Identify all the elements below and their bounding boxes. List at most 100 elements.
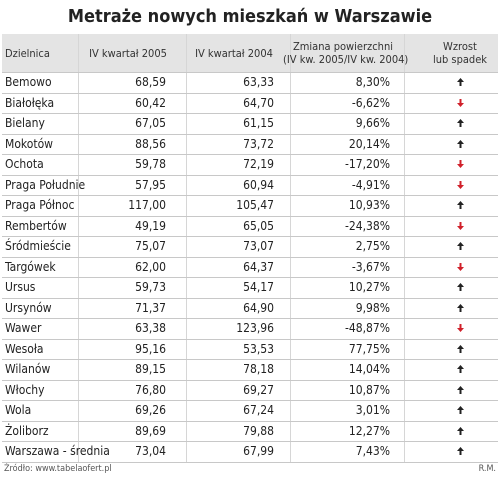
arrow-icon [456,365,464,374]
cell-value: 73,07 [243,239,274,253]
cell-value: 59,78 [135,157,166,171]
cell-value: 69,26 [135,403,166,417]
trend-arrow [425,216,495,237]
district: Rembertów [5,218,67,233]
arrow-icon [456,324,464,333]
trend-arrow [425,277,495,298]
column-header: (IV kw. 2005/IV kw. 2004) [283,53,409,66]
district: Targówek [5,259,56,274]
district: Wesoła [5,341,44,356]
cell-value: 63,33 [243,75,274,89]
row-divider [2,420,498,422]
cell-value: 63,38 [135,321,166,335]
trend-arrow [425,359,495,380]
cell-value: 76,80 [135,382,166,397]
trend-arrow [425,257,495,278]
author: R.M. [478,464,496,474]
row-divider [2,256,498,258]
row-divider [2,359,498,360]
arrow-icon [456,406,464,415]
arrow-icon [456,98,464,107]
district: Bemowo [5,75,52,89]
district: Warszawa - średnia [5,444,110,458]
cell-value: 10,27% [348,280,390,294]
cell-value: 68,59 [135,75,166,89]
row-divider [2,461,498,463]
arrow-icon [456,303,464,312]
district: Mokotów [5,136,54,151]
cell-value: 79,88 [243,423,274,438]
district: Żoliborz [5,423,49,438]
district: Wola [5,403,32,417]
trend-arrow [425,175,495,196]
cell-value: 72,19 [243,157,274,171]
cell-value: 73,72 [243,136,274,151]
arrow-icon [456,119,464,128]
cell-value: 64,90 [243,300,274,315]
cell-value: 73,04 [135,444,166,458]
column-divider [404,34,405,462]
arrow-icon [456,221,464,230]
cell-value: 89,15 [135,362,166,376]
cell-value: -17,20% [344,157,390,171]
trend-arrow [425,72,495,93]
cell-value: 9,98% [355,300,390,315]
cell-value: 14,04% [348,362,390,376]
district: Wilanów [5,362,51,376]
column-divider [78,34,79,462]
arrow-icon [456,180,464,189]
arrow-icon [456,160,464,169]
trend-arrow [425,298,495,319]
trend-arrow [425,318,495,339]
cell-value: 69,27 [243,382,274,397]
cell-value: -3,67% [351,259,390,274]
cell-value: 67,05 [135,116,166,130]
cell-value: 105,47 [236,198,274,212]
cell-value: 78,18 [243,362,274,376]
title: Metraże nowych mieszkań w Warszawie [67,6,433,27]
cell-value: 62,00 [135,259,166,274]
cell-value: 54,17 [243,280,274,294]
trend-arrow [425,195,495,216]
cell-value: 71,37 [135,300,166,315]
cell-value: 89,69 [135,423,166,438]
cell-value: 67,24 [243,403,274,417]
row-divider [2,441,498,442]
row-divider [2,154,498,155]
row-divider [2,174,498,176]
cell-value: 60,94 [243,177,274,192]
column-header: IV kwartał 2004 [195,46,273,60]
cell-value: 117,00 [128,198,166,212]
arrow-icon [456,344,464,353]
trend-arrow [425,134,495,155]
district: Ursynów [5,300,52,315]
arrow-icon [456,447,464,456]
district: Ursus [5,280,36,294]
cell-value: 7,43% [355,444,390,458]
row-divider [2,236,498,237]
row-divider [2,92,498,94]
header-row [2,34,498,72]
cell-value: 10,87% [348,382,390,397]
district: Włochy [5,382,45,397]
cell-value: 9,66% [355,116,390,130]
cell-value: 65,05 [243,218,274,233]
trend-arrow [425,236,495,257]
row-divider [2,113,498,114]
row-divider [2,72,498,73]
row-divider [2,133,498,135]
row-divider [2,195,498,196]
cell-value: -4,91% [351,177,390,192]
district: Bielany [5,116,45,130]
district: Praga Południe [5,177,86,192]
row-divider [2,400,498,401]
arrow-icon [456,242,464,251]
district: Ochota [5,157,44,171]
column-divider [186,34,187,462]
trend-arrow [425,113,495,134]
cell-value: 77,75% [348,341,390,356]
cell-value: 2,75% [355,239,390,253]
column-divider [290,34,291,462]
cell-value: 10,93% [348,198,390,212]
district: Białołęka [5,95,55,110]
